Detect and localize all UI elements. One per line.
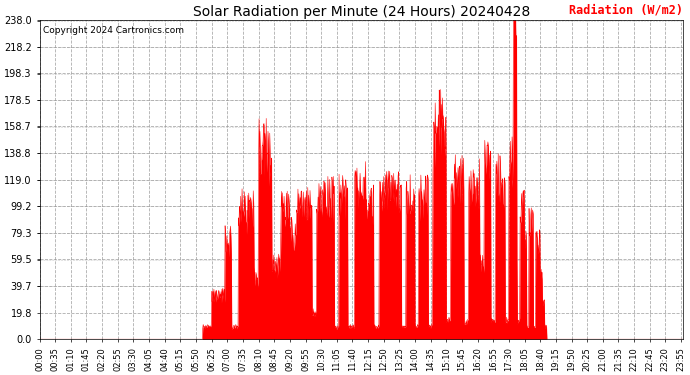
Text: Copyright 2024 Cartronics.com: Copyright 2024 Cartronics.com	[43, 26, 184, 35]
Title: Solar Radiation per Minute (24 Hours) 20240428: Solar Radiation per Minute (24 Hours) 20…	[193, 5, 530, 19]
Text: Radiation (W/m2): Radiation (W/m2)	[569, 4, 683, 17]
